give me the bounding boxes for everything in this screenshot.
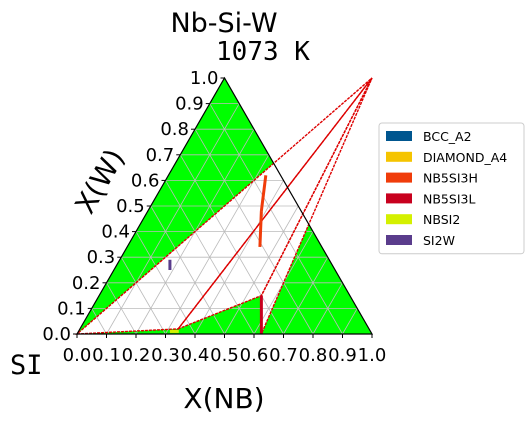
- x-tick-label: 0.7: [269, 345, 298, 366]
- x-tick-label: 0.2: [122, 345, 151, 366]
- grid-line: [283, 257, 329, 335]
- x-tick-label: 0.9: [328, 345, 357, 366]
- y-tick-labels: 0.0 0.1 0.2 0.3 0.4 0.5 0.6 0.7 0.8 0.9 1.0: [42, 68, 225, 345]
- y-tick-label: 0.1: [57, 298, 86, 319]
- x-tick-label: 0.5: [210, 345, 239, 366]
- legend-swatch-diamond_a4: [386, 151, 412, 162]
- y-tick-label: 0.8: [160, 119, 189, 140]
- grid-line: [106, 282, 137, 335]
- grid-line: [209, 103, 343, 335]
- y-tick-label: 0.3: [87, 247, 116, 268]
- y-tick-label: 0.6: [131, 170, 160, 191]
- y-tick-label: 1.0: [190, 68, 219, 89]
- legend-swatch-nb5si3h: [386, 172, 412, 183]
- y-tick-label: 0.0: [42, 324, 71, 345]
- y-tick-label: 0.7: [146, 145, 175, 166]
- phase-segment-nb5si3h: [259, 175, 268, 212]
- grid-line: [224, 205, 299, 335]
- x-tick-label: 0.1: [92, 345, 121, 366]
- y-tick-label: 0.4: [101, 222, 130, 243]
- legend-swatch-nb5si3l: [386, 193, 412, 204]
- corner-label-si: SI: [10, 350, 43, 381]
- grid-line: [342, 308, 358, 335]
- x-tick-label: 0.3: [151, 345, 180, 366]
- legend-box: [378, 122, 525, 255]
- legend: BCC_A2 DIAMOND_A4 NB5SI3H NB5SI3L NBSI2 SI2W: [378, 122, 525, 255]
- y-tick-label: 0.5: [116, 196, 145, 217]
- x-tick-label: 1.0: [358, 345, 387, 366]
- x-tick-label: 0.4: [181, 345, 210, 366]
- legend-label-si2w: SI2W: [423, 233, 455, 248]
- y-tick-label: 0.2: [72, 273, 101, 294]
- tie-triangle-edge: [260, 77, 373, 335]
- grid-lines: [91, 103, 358, 335]
- legend-swatch-nbsi2: [386, 214, 412, 225]
- y-tick-label: 0.9: [175, 94, 204, 115]
- x-tick-labels: 0.0 0.1 0.2 0.3 0.4 0.5 0.6 0.7 0.8 0.9 1.0: [63, 334, 387, 366]
- legend-label-nbsi2: NBSI2: [423, 212, 460, 227]
- x-tick-label: 0.6: [240, 345, 269, 366]
- chart-subtitle: 1073 K: [216, 37, 310, 67]
- grid-line: [120, 257, 166, 335]
- grid-line: [135, 231, 196, 335]
- x-tick-label: 0.0: [63, 345, 92, 366]
- phase-segment-nb5si3h: [258, 211, 263, 248]
- tie-triangle-edge: [176, 77, 373, 331]
- grid-line: [165, 180, 255, 335]
- grid-line: [165, 154, 270, 335]
- x-tick-label: 0.8: [299, 345, 328, 366]
- grid-line: [150, 205, 225, 335]
- legend-label-diamond_a4: DIAMOND_A4: [423, 150, 507, 165]
- legend-label-bcc_a2: BCC_A2: [423, 129, 472, 144]
- legend-swatch-bcc_a2: [386, 131, 412, 141]
- grid-line: [91, 308, 107, 335]
- grid-line: [179, 154, 284, 335]
- legend-swatch-si2w: [386, 235, 412, 245]
- grid-line: [106, 103, 240, 335]
- chart-title: Nb-Si-W: [170, 8, 277, 39]
- legend-label-nb5si3l: NB5SI3L: [423, 191, 475, 206]
- phase-boundaries: [75, 77, 373, 335]
- x-axis-label: X(NB): [183, 382, 264, 415]
- tie-triangle-edge: [75, 77, 373, 335]
- legend-label-nb5si3h: NB5SI3H: [423, 171, 478, 186]
